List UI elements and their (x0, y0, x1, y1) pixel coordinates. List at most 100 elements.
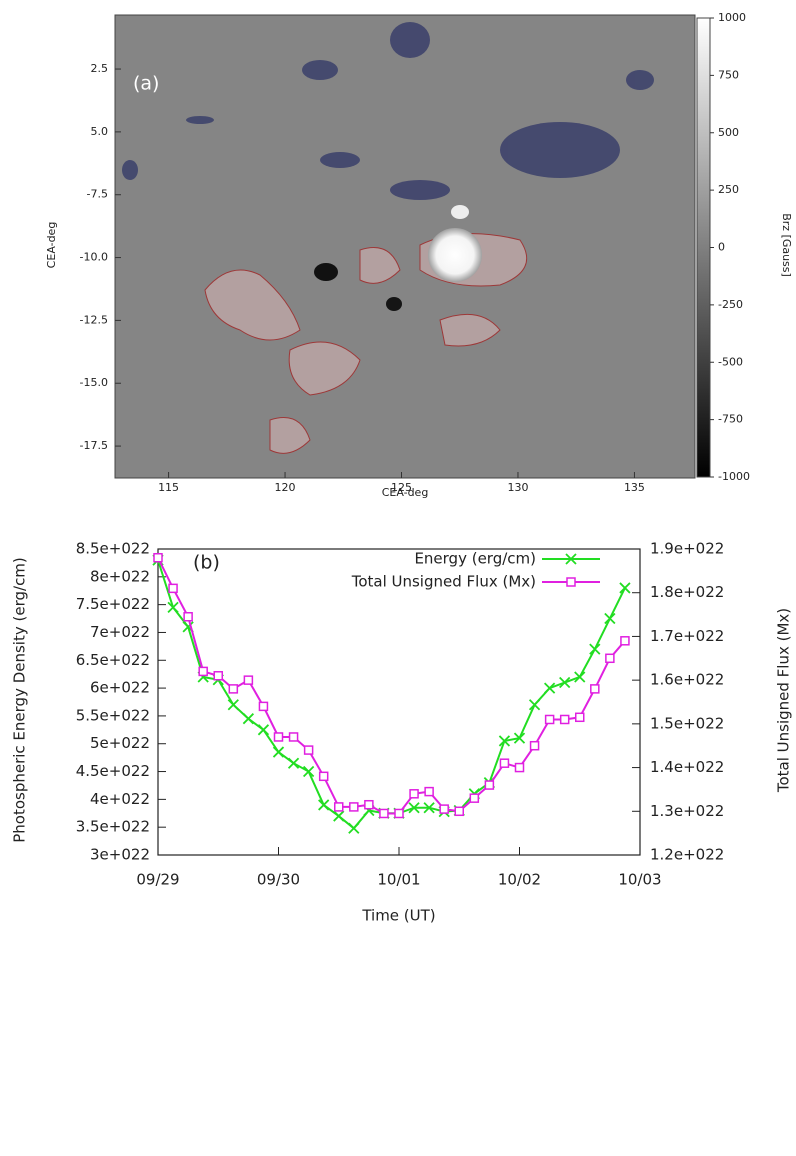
point (228, 684, 239, 694)
point (183, 612, 193, 622)
point (408, 802, 420, 814)
y-tick-label: 4e+022 (90, 790, 150, 808)
point (303, 745, 314, 755)
colorbar-tick-label: -1000 (718, 470, 750, 483)
panel-label: (a) (133, 73, 159, 95)
x-axis-label: Time (UT) (361, 907, 435, 925)
y-tick-label: 7.5e+022 (76, 595, 150, 613)
y-axis-label: CEA-deg (45, 222, 58, 269)
point (349, 802, 359, 812)
colorbar-tick-label: 1000 (718, 11, 746, 24)
colorbar-tick-label: 250 (718, 183, 739, 196)
x-tick-label: 09/30 (257, 871, 300, 889)
point (333, 810, 345, 822)
colorbar-label: Brz [Gauss] (780, 213, 793, 277)
panel-label: (b) (193, 552, 220, 574)
point (424, 786, 434, 797)
series-line (157, 559, 626, 830)
y-tick-label: -15.0 (80, 376, 108, 389)
point (288, 732, 299, 742)
point (257, 724, 270, 736)
image-frame (114, 14, 696, 479)
y2-tick-label: 1.9e+022 (650, 540, 724, 558)
point (619, 582, 631, 594)
x-tick-label: 10/03 (618, 871, 661, 889)
point (620, 636, 630, 646)
point (258, 701, 269, 712)
x-tick-label: 120 (275, 481, 296, 494)
axes-a: 115 120 125 130 135 2.5 5.0 -7.5 -10.0 -12.5 -15.0… (80, 11, 750, 494)
point (498, 735, 511, 747)
point (287, 757, 300, 769)
point (559, 714, 570, 725)
point (273, 732, 284, 742)
y-tick-label: -7.5 (87, 188, 108, 201)
y-tick-label: 5.0 (91, 125, 109, 138)
y2-tick-label: 1.4e+022 (650, 758, 724, 776)
point (348, 822, 360, 834)
point (242, 713, 255, 725)
legend-marker (565, 553, 577, 565)
y-tick-label: 4.5e+022 (76, 762, 150, 780)
y2-tick-label: 1.2e+022 (650, 846, 724, 864)
point (544, 714, 555, 725)
magnetogram-features (122, 22, 654, 454)
y-tick-label: 7e+022 (90, 623, 150, 641)
y-tick-label: 5e+022 (90, 734, 150, 752)
axes-b: 09/29 09/30 10/01 10/02 10/03 3e+022 3.5e+022 4… (76, 540, 725, 889)
y-tick-label: 3e+022 (90, 846, 150, 864)
point (227, 699, 239, 711)
x-tick-label: 10/01 (377, 871, 420, 889)
point (409, 789, 419, 799)
y2-tick-label: 1.5e+022 (650, 714, 724, 732)
point (590, 684, 600, 694)
point (454, 806, 464, 817)
colorbar-tick-label: 750 (718, 68, 739, 81)
colorbar (696, 17, 711, 478)
point (559, 676, 571, 689)
point (604, 612, 616, 625)
colorbar-tick-label: -250 (718, 298, 743, 311)
y-tick-label: 8.5e+022 (76, 540, 150, 558)
point (379, 808, 389, 819)
y2-tick-label: 1.8e+022 (650, 583, 724, 601)
point (318, 771, 329, 782)
point (543, 682, 556, 694)
point (575, 712, 585, 723)
panel-a: 115 120 125 130 135 2.5 5.0 -7.5 -10.0 -12.5 -15.0… (45, 11, 793, 499)
point (513, 732, 526, 744)
point (423, 802, 435, 814)
y-tick-label: 2.5 (91, 62, 109, 75)
point (213, 671, 223, 681)
x-tick-label: 130 (507, 481, 528, 494)
point (167, 601, 179, 614)
x-tick-label: 10/02 (498, 871, 541, 889)
point (528, 699, 541, 711)
point (168, 583, 178, 594)
point (469, 793, 480, 803)
y-axis-label: Photospheric Energy Density (erg/cm) (11, 557, 29, 843)
x-axis-label: CEA-deg (382, 486, 429, 499)
y-tick-label: -10.0 (80, 251, 108, 264)
colorbar-tick-label: -500 (718, 355, 743, 368)
y-tick-label: 8e+022 (90, 567, 150, 585)
point (153, 552, 163, 563)
point (302, 765, 315, 778)
point (198, 666, 208, 677)
y2-tick-label: 1.7e+022 (650, 627, 724, 645)
magnetogram (115, 15, 695, 478)
y-tick-label: 5.5e+022 (76, 706, 150, 724)
x-tick-label: 115 (158, 481, 179, 494)
y2-axis-label: Total Unsigned Flux (Mx) (775, 608, 793, 793)
legend-marker (566, 577, 576, 587)
colorbar-tick-label: -750 (718, 413, 743, 426)
point (394, 808, 404, 819)
y-tick-label: 6e+022 (90, 679, 150, 697)
point (439, 804, 449, 814)
y-tick-label: -12.5 (80, 313, 108, 326)
point (605, 653, 615, 664)
colorbar-tick-label: 500 (718, 126, 739, 139)
x-tick-label: 09/29 (136, 871, 179, 889)
point (514, 762, 525, 773)
